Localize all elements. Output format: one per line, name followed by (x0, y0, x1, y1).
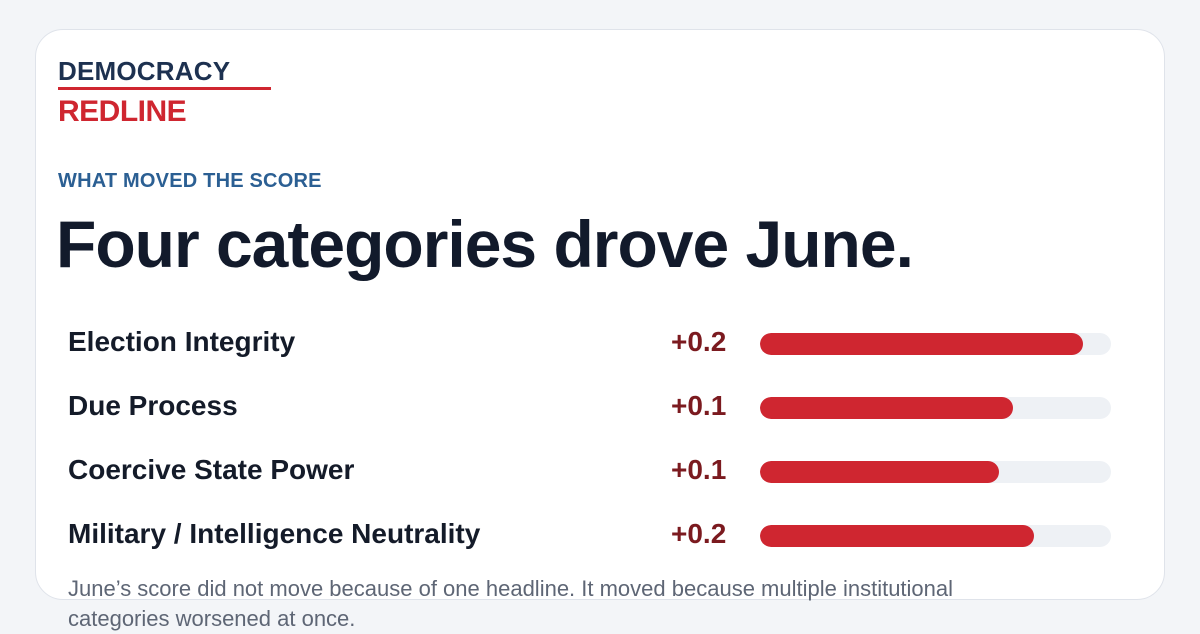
category-bar-track (760, 461, 1111, 483)
category-delta: +0.2 (671, 518, 727, 549)
category-bar-track (760, 333, 1111, 355)
category-row: Military / Intelligence Neutrality +0.2 (68, 512, 1111, 576)
category-list: Election Integrity +0.2 Due Process +0.1… (68, 320, 1111, 576)
footnote-text: June’s score did not move because of one… (68, 576, 954, 631)
category-row: Election Integrity +0.2 (68, 320, 1111, 384)
category-delta: +0.1 (671, 390, 727, 421)
category-bar-fill (760, 397, 1013, 419)
category-delta: +0.1 (671, 454, 727, 485)
brand-divider (58, 87, 271, 90)
brand-line-2: REDLINE (58, 95, 187, 128)
summary-card (35, 29, 1165, 600)
section-eyebrow: WHAT MOVED THE SCORE (58, 170, 322, 192)
category-bar-track (760, 397, 1111, 419)
category-bar-fill (760, 333, 1083, 355)
category-row: Due Process +0.1 (68, 384, 1111, 448)
brand-logo: DEMOCRACY REDLINE (58, 57, 271, 129)
category-bar-fill (760, 461, 999, 483)
category-label: Due Process (68, 390, 238, 421)
category-label: Coercive State Power (68, 454, 355, 485)
category-row: Coercive State Power +0.1 (68, 448, 1111, 512)
brand-line-1: DEMOCRACY (58, 56, 231, 86)
page-title: Four categories drove June. (56, 207, 914, 281)
category-bar-track (760, 525, 1111, 547)
category-bar-fill (760, 525, 1034, 547)
category-label: Military / Intelligence Neutrality (68, 518, 481, 549)
category-label: Election Integrity (68, 326, 296, 357)
category-delta: +0.2 (671, 326, 727, 357)
